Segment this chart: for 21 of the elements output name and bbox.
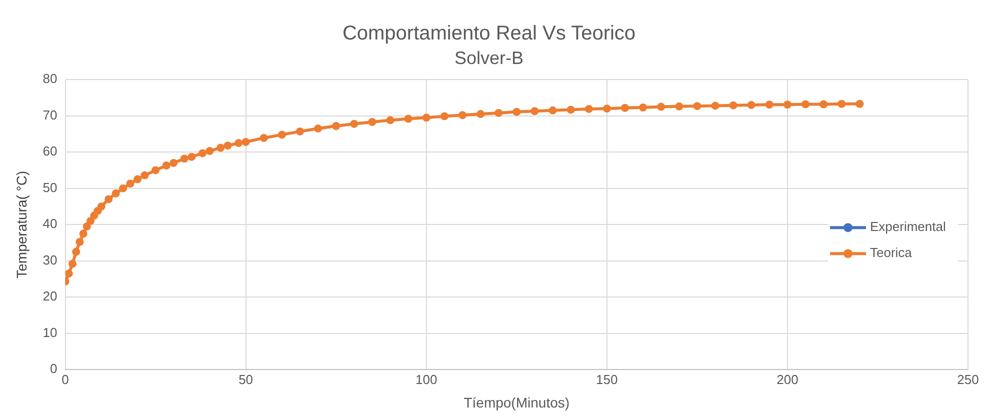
chart-title: Comportamiento Real Vs Teorico (342, 22, 636, 45)
y-tick-label: 80 (42, 71, 58, 86)
y-tick-label: 60 (42, 144, 58, 159)
y-axis-title: Temperatura( °C) (13, 170, 30, 278)
x-tick-label: 200 (776, 372, 798, 387)
y-tick-label: 10 (42, 324, 58, 340)
y-tick-label: 70 (42, 107, 58, 122)
x-axis-title: Tíempo(Minutos) (464, 394, 570, 410)
y-tick-label: 0 (50, 361, 58, 376)
y-tick-label: 50 (42, 180, 58, 195)
y-tick-label: 30 (42, 252, 58, 268)
x-tick-label: 0 (62, 372, 69, 387)
y-tick-label: 40 (42, 216, 58, 232)
x-tick-label: 50 (238, 372, 254, 387)
legend-label: Experimental (870, 219, 946, 234)
chart-subtitle: Solver-B (454, 48, 524, 68)
x-tick-label: 100 (416, 372, 438, 387)
x-tick-label: 250 (957, 372, 979, 387)
y-tick-label: 20 (42, 288, 58, 304)
legend-label: Teorica (870, 245, 913, 260)
x-tick-label: 150 (596, 372, 618, 387)
